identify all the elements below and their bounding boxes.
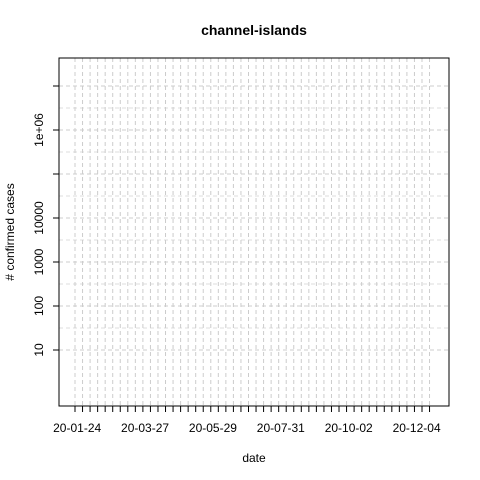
y-tick-label: 1e+06 — [32, 113, 46, 147]
x-axis: 20-01-24 20-03-27 20-05-29 20-07-31 20-10-02… — [53, 405, 441, 435]
y-tick-label: 1000 — [32, 248, 46, 275]
grid — [59, 58, 449, 406]
y-tick-label: 10 — [32, 343, 46, 357]
y-tick-label: 10000 — [32, 201, 46, 235]
x-tick-label: 20-10-02 — [325, 421, 373, 435]
chart-title: channel-islands — [201, 22, 307, 38]
x-tick-label: 20-07-31 — [257, 421, 305, 435]
y-tick-label: 100 — [32, 296, 46, 316]
y-axis-label: # confirmed cases — [3, 183, 17, 280]
y-axis: 10 100 1000 10000 1e+06 — [32, 85, 60, 357]
x-axis-label: date — [242, 451, 266, 465]
x-tick-label: 20-12-04 — [393, 421, 441, 435]
x-tick-label: 20-01-24 — [53, 421, 101, 435]
x-tick-label: 20-03-27 — [121, 421, 169, 435]
x-tick-label: 20-05-29 — [189, 421, 237, 435]
